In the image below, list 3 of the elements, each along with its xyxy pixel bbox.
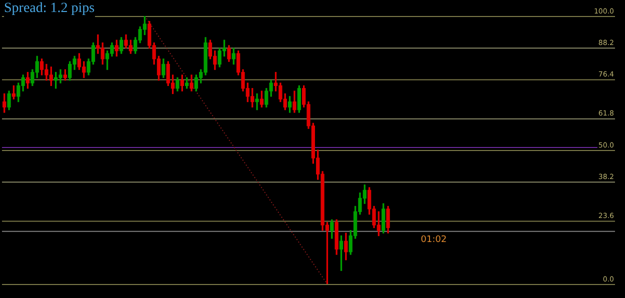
candlestick: [255, 93, 259, 110]
chart-title: Spread: 1.2 pips: [4, 1, 95, 17]
annotation: 01:02: [420, 235, 447, 246]
